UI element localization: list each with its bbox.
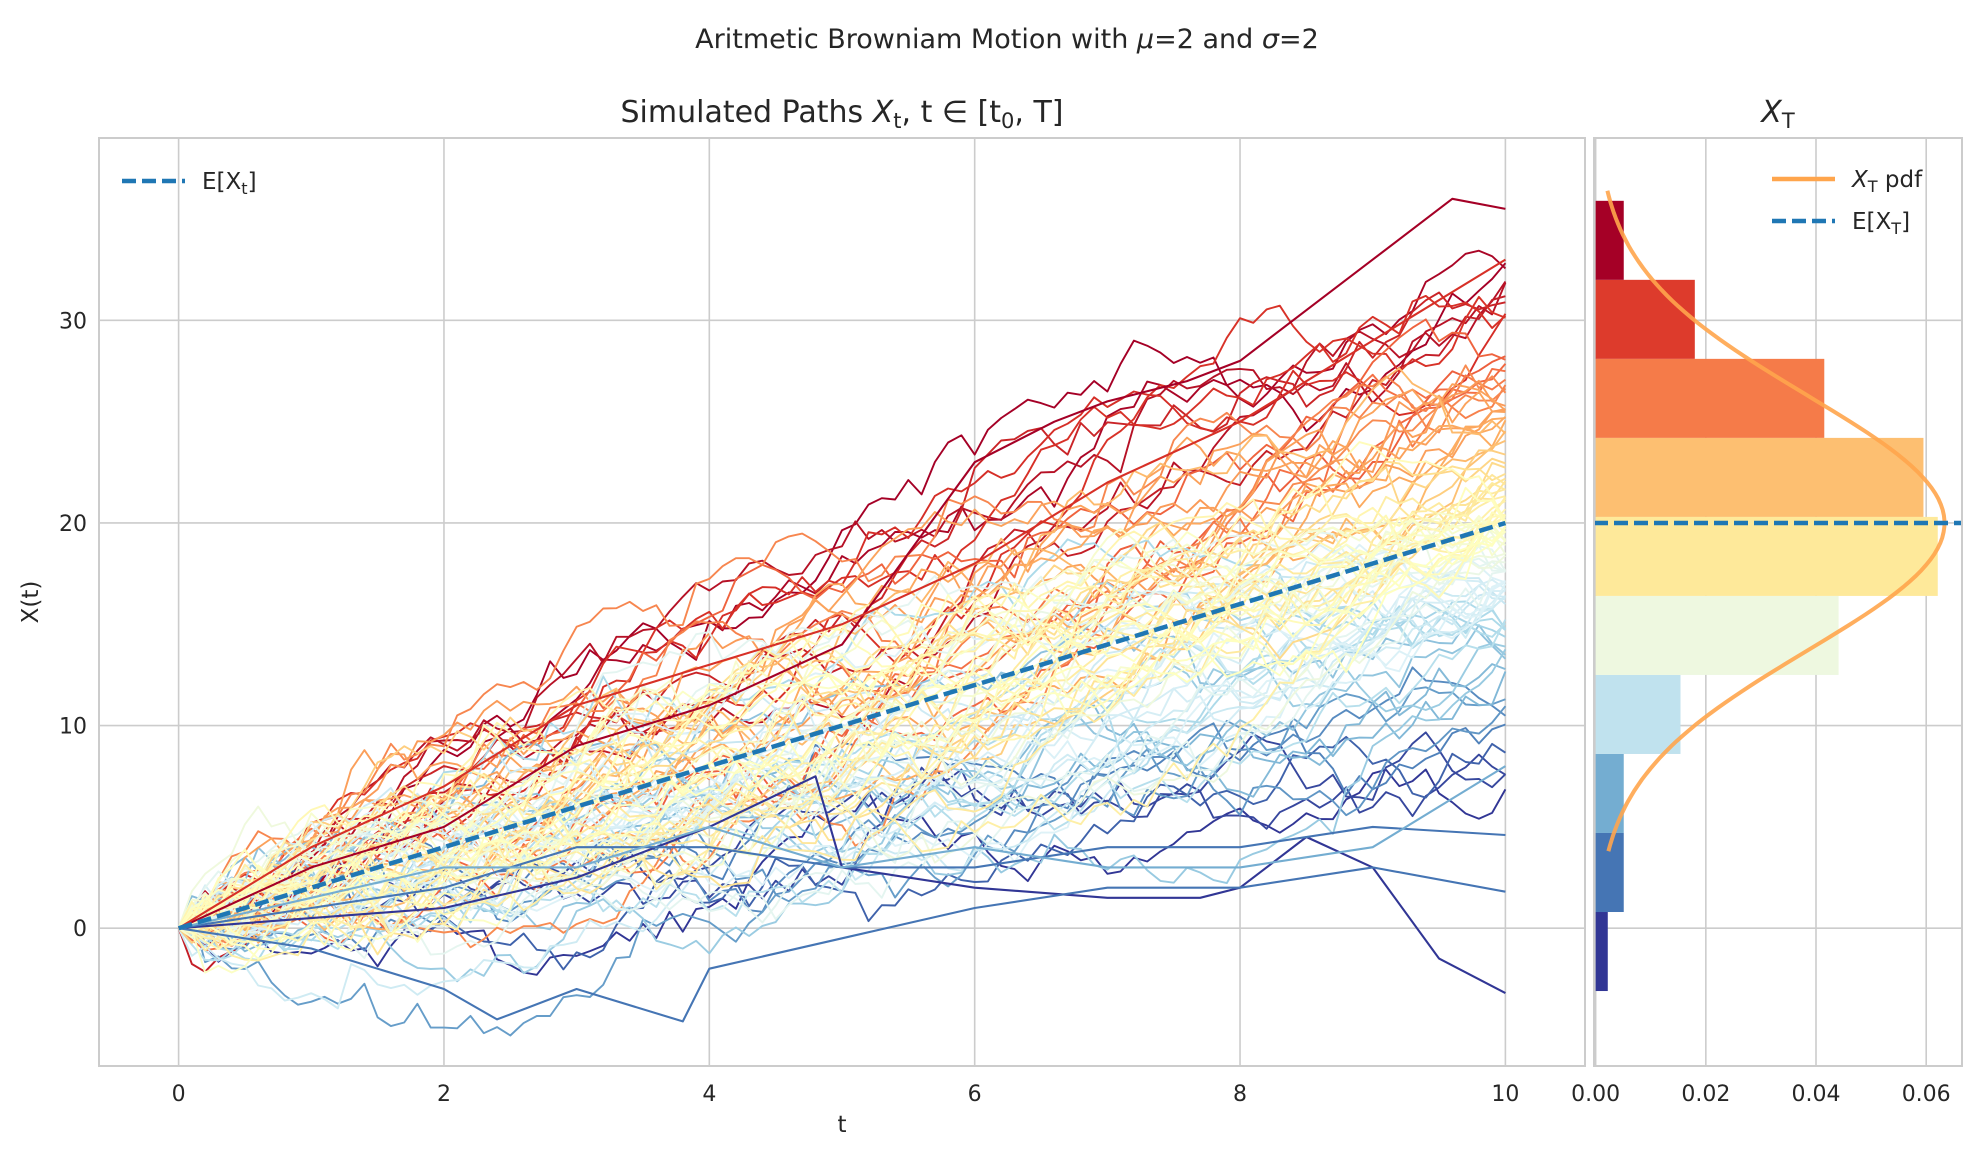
simulated-path xyxy=(178,511,1506,931)
simulated-path xyxy=(177,280,1507,929)
highlighted-path-low-2 xyxy=(178,866,1506,1023)
simulated-path xyxy=(178,495,1506,938)
histogram-bar xyxy=(1595,912,1608,992)
x-tick-label: 0.06 xyxy=(1902,1082,1951,1107)
text-part: t xyxy=(893,109,901,133)
simulated-path xyxy=(178,526,1507,944)
text-part: pdf xyxy=(1878,167,1924,193)
histogram-bar xyxy=(1595,516,1938,596)
simulated-path xyxy=(177,498,1507,931)
highlighted-paths xyxy=(178,197,1506,1023)
simulated-path xyxy=(178,579,1506,930)
simulated-path xyxy=(178,558,1506,930)
text-part: T xyxy=(1867,177,1878,196)
simulated-path xyxy=(178,527,1507,960)
simulated-path xyxy=(177,482,1506,932)
suptitle-part: σ xyxy=(1262,24,1280,55)
x-tick-label: 6 xyxy=(968,1082,982,1107)
paths-legend: E[Xt] xyxy=(122,169,257,198)
text-part: Simulated Paths xyxy=(621,95,873,130)
x-tick-label: 10 xyxy=(1491,1082,1519,1107)
histogram-bar xyxy=(1595,279,1695,359)
text-part: , T] xyxy=(1014,95,1063,130)
paths-y-axis-label: X(t) xyxy=(18,581,44,624)
text-part: t xyxy=(241,179,247,198)
mean-line xyxy=(177,520,1507,931)
text-part: ] xyxy=(1901,209,1910,235)
histogram-bars xyxy=(1595,200,1938,992)
text-part: X xyxy=(1851,167,1869,193)
simulated-path xyxy=(178,388,1506,934)
simulated-path xyxy=(178,496,1507,962)
highlighted-path-low-1 xyxy=(178,775,1506,995)
histogram-bar xyxy=(1595,437,1924,517)
suptitle-part: =2 and xyxy=(1154,24,1262,55)
simulated-path xyxy=(178,530,1507,974)
simulated-path xyxy=(178,731,1507,930)
highlighted-path-high-2 xyxy=(178,258,1506,930)
figure-suptitle: Aritmetic Browniam Motion with μ=2 and σ… xyxy=(695,24,1319,55)
text-part: E[X xyxy=(202,169,242,195)
simulated-path xyxy=(178,367,1507,937)
histogram-bar xyxy=(1595,595,1839,675)
x-tick-label: 8 xyxy=(1233,1082,1247,1107)
legend-label: XT pdf xyxy=(1851,167,1923,196)
simulated-path xyxy=(178,294,1507,929)
text-part: T xyxy=(1781,109,1795,133)
y-tick-label: 20 xyxy=(59,512,87,537)
histogram-bar xyxy=(1595,358,1825,438)
suptitle-part: μ xyxy=(1136,24,1154,55)
legend-label: E[Xt] xyxy=(202,169,257,198)
legend-label: E[XT] xyxy=(1852,209,1910,238)
simulated-path xyxy=(178,486,1507,952)
text-part: , t ∈ [t xyxy=(902,95,1002,130)
x-tick-label: 0.00 xyxy=(1571,1082,1620,1107)
histogram-x-tick-labels: 0.00 0.02 0.04 0.06 xyxy=(1571,1082,1951,1107)
x-tick-label: 0.02 xyxy=(1681,1082,1730,1107)
y-tick-label: 0 xyxy=(73,917,87,942)
highlighted-path-highest xyxy=(178,197,1506,930)
histogram-bar xyxy=(1595,200,1624,280)
highlighted-path-low-4 xyxy=(178,765,1506,930)
x-tick-label: 4 xyxy=(702,1082,716,1107)
text-part: X xyxy=(1759,95,1783,130)
paths-frame xyxy=(98,137,1586,1067)
text-part: T xyxy=(1890,219,1901,238)
paths-grid xyxy=(99,138,1585,1066)
histogram-frame xyxy=(1593,137,1963,1067)
paths-x-axis-label: t xyxy=(837,1112,846,1138)
y-tick-label: 30 xyxy=(59,309,87,334)
paths-x-tick-labels: 0 2 4 6 8 10 xyxy=(172,1082,1520,1107)
x-tick-label: 0.04 xyxy=(1792,1082,1841,1107)
simulated-path xyxy=(177,517,1506,929)
simulated-path xyxy=(178,525,1507,930)
text-part: X xyxy=(871,95,895,130)
simulated-path xyxy=(178,557,1506,947)
simulated-path xyxy=(178,484,1507,930)
simulated-path xyxy=(177,409,1506,929)
simulated-path xyxy=(177,408,1506,929)
suptitle-part: =2 xyxy=(1279,24,1319,55)
histogram-bar xyxy=(1595,674,1681,754)
simulated-path xyxy=(177,594,1507,1010)
simulated-paths xyxy=(177,249,1507,1037)
histogram-title: XT xyxy=(1759,95,1795,133)
x-tick-label: 0 xyxy=(172,1082,186,1107)
simulated-path xyxy=(177,518,1506,929)
text-part: E[X xyxy=(1852,209,1892,235)
x-tick-label: 2 xyxy=(437,1082,451,1107)
paths-y-tick-labels: 0 10 20 30 xyxy=(59,309,87,942)
simulated-path xyxy=(177,367,1506,952)
paths-title: Simulated Paths Xt, t ∈ [t0, T] xyxy=(621,95,1064,133)
text-part: ] xyxy=(248,169,257,195)
suptitle-part: Aritmetic Browniam Motion with xyxy=(695,24,1137,55)
y-tick-label: 10 xyxy=(59,715,87,740)
text-part: 0 xyxy=(1001,109,1014,133)
simulated-path xyxy=(177,554,1507,929)
